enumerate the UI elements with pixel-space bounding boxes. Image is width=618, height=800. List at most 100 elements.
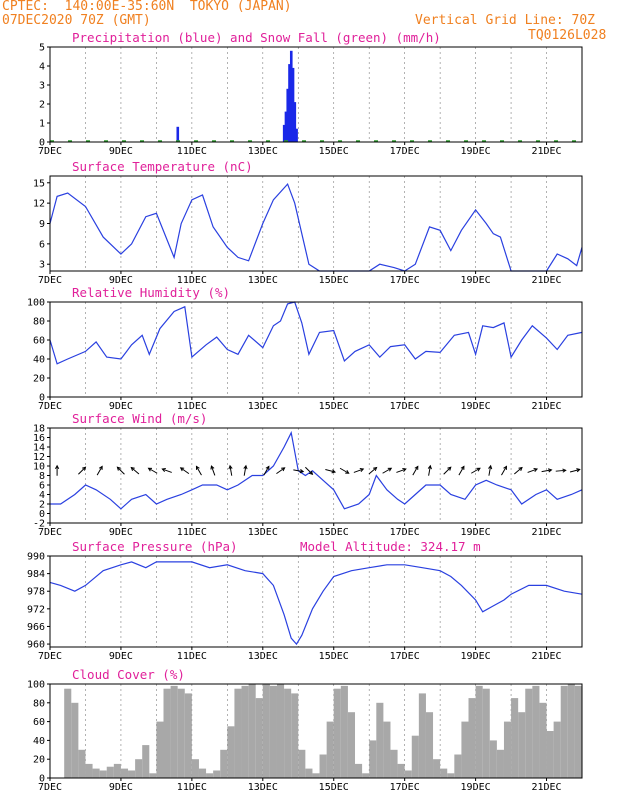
x-tick-label: 17DEC	[390, 146, 420, 157]
cloud-bar	[113, 763, 121, 778]
wind-frame	[49, 427, 583, 524]
cloud-bar	[355, 763, 363, 778]
precip-frame	[49, 46, 583, 143]
rh-frame	[49, 301, 583, 398]
cloud-bar	[525, 688, 533, 778]
cloud-bar	[574, 685, 582, 778]
wind-arrow-head	[576, 468, 581, 473]
cloud-bar	[284, 688, 292, 778]
x-tick-label: 13DEC	[248, 401, 278, 412]
cloud-bar	[511, 698, 519, 778]
y-tick-label: 4	[39, 62, 45, 73]
cloud-bar	[482, 688, 490, 778]
x-tick-label: 19DEC	[461, 146, 491, 157]
cloud-bar	[539, 702, 547, 778]
cloud-bar	[546, 731, 554, 778]
y-tick-label: 14	[33, 443, 45, 454]
x-tick-label: 7DEC	[38, 782, 62, 793]
x-tick-label: 15DEC	[319, 275, 349, 286]
wind-arrow	[229, 465, 233, 476]
wind-arrow-head	[331, 469, 337, 474]
y-tick-label: 966	[27, 622, 45, 633]
x-tick-label: 19DEC	[461, 782, 491, 793]
wind-arrow	[130, 467, 140, 475]
y-tick-label: 60	[33, 717, 45, 728]
precip-title: Precipitation (blue) and Snow Fall (gree…	[72, 30, 441, 45]
x-tick-label: 19DEC	[461, 527, 491, 538]
x-tick-label: 9DEC	[109, 146, 133, 157]
y-tick-label: 16	[33, 433, 45, 444]
y-tick-label: 2	[39, 500, 45, 511]
wind-arrow	[148, 467, 158, 474]
cloud-title: Cloud Cover (%)	[72, 667, 185, 682]
cloud-bar	[560, 685, 568, 778]
wind-arrow-head	[460, 465, 465, 470]
cloud-bar	[227, 726, 235, 778]
cloud-bar	[276, 684, 285, 778]
header-station: CPTEC: 140:00E-35:60N TOKYO (JAPAN)	[2, 0, 292, 14]
header-date: 07DEC2020 70Z (GMT)	[2, 13, 151, 28]
wind-arrow	[78, 466, 86, 475]
cloud-bar	[447, 773, 455, 778]
y-tick-label: 0	[39, 138, 45, 149]
wind-arrow	[180, 467, 190, 475]
x-tick-label: 7DEC	[38, 651, 62, 662]
precip-bar	[176, 126, 180, 142]
y-tick-label: 0	[39, 509, 45, 520]
wind-arrow-head	[518, 466, 523, 471]
cloud-bar	[369, 740, 377, 778]
wind-arrow	[382, 467, 392, 474]
wind-arrow-head	[488, 464, 493, 470]
cloud-bar	[92, 768, 100, 778]
x-tick-label: 7DEC	[38, 275, 62, 286]
x-tick-label: 17DEC	[390, 527, 420, 538]
cloud-bar	[532, 685, 540, 778]
wind-arrow-head	[265, 465, 270, 470]
cloud-bar	[319, 754, 327, 778]
wind-arrow-head	[147, 467, 153, 472]
x-tick-label: 11DEC	[177, 401, 207, 412]
x-tick-label: 9DEC	[109, 782, 133, 793]
wind-arrow-head	[195, 465, 200, 470]
cloud-bar	[170, 685, 178, 778]
cloud-bar	[99, 770, 107, 778]
wind-arrow	[263, 466, 270, 476]
wind-arrow-head	[130, 466, 135, 471]
x-tick-label: 13DEC	[248, 527, 278, 538]
cloud-bar	[71, 702, 79, 778]
precip-bar	[289, 50, 293, 142]
y-tick-label: -2	[33, 519, 45, 530]
cloud-bar	[468, 698, 476, 778]
x-tick-label: 13DEC	[248, 782, 278, 793]
wind-arrow	[514, 467, 523, 475]
x-tick-label: 11DEC	[177, 527, 207, 538]
x-tick-label: 11DEC	[177, 146, 207, 157]
x-tick-label: 17DEC	[390, 401, 420, 412]
cloud-bar	[567, 684, 575, 778]
cloud-bar	[255, 698, 263, 778]
cloud-bar	[142, 745, 150, 778]
cloud-bar	[206, 773, 214, 778]
y-tick-label: 8	[39, 471, 45, 482]
cloud-bar	[440, 768, 448, 778]
cloud-bar	[248, 684, 256, 778]
wind-arrow-head	[345, 470, 350, 474]
wind-arrow	[396, 468, 406, 473]
cloud-bar	[234, 688, 242, 778]
x-tick-label: 13DEC	[248, 275, 278, 286]
wind-arrow-head	[281, 467, 286, 472]
y-tick-label: 990	[27, 552, 45, 563]
cloud-bar	[198, 768, 207, 778]
y-tick-label: 60	[33, 336, 45, 347]
cloud-bar	[553, 721, 561, 778]
precip-bar	[284, 111, 288, 142]
wind-arrow	[368, 467, 377, 475]
cloud-bar	[135, 759, 143, 778]
x-tick-label: 9DEC	[109, 275, 133, 286]
cloud-bar	[163, 688, 171, 778]
wind-arrow	[196, 466, 202, 476]
x-tick-label: 21DEC	[531, 275, 561, 286]
y-tick-label: 100	[27, 298, 45, 309]
wind-arrow-head	[533, 468, 539, 472]
wind-arrow	[569, 468, 580, 473]
